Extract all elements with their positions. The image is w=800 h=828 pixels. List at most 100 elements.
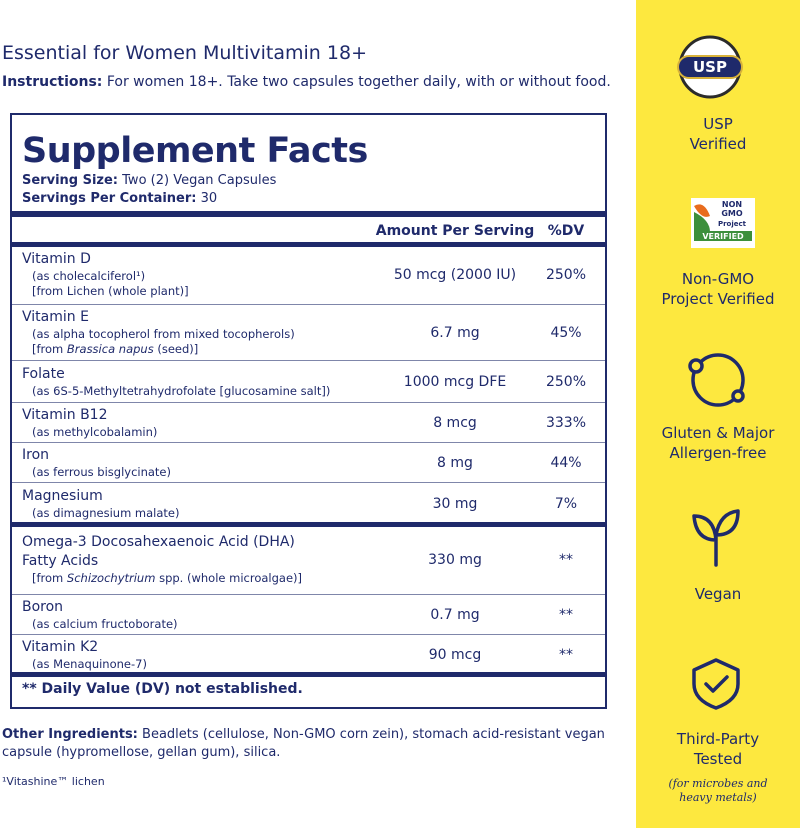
rule: [12, 672, 605, 677]
tested-icon: [692, 658, 740, 710]
fact-row: Vitamin B12 (as methylcobalamin) 8 mcg 333%: [12, 404, 605, 441]
facts-panel: Supplement Facts Serving Size: Two (2) V…: [10, 113, 607, 709]
other-text: Beadlets (cellulose, Non-GMO corn zein),…: [2, 727, 605, 760]
daily-value: **: [559, 551, 573, 568]
amount: 90 mcg: [428, 646, 482, 663]
badge-label: Verified: [689, 135, 747, 153]
nutrient-note: [from Brassica napus (seed)]: [22, 342, 295, 357]
allergen-icon: [688, 358, 704, 374]
fact-row: Folate (as 6S-5-Methyltetrahydrofolate [g…: [12, 362, 605, 401]
note-text: [from: [32, 571, 67, 585]
instructions: Instructions: For women 18+. Take two ca…: [2, 74, 611, 90]
allergen-icon: [691, 353, 745, 407]
note-text: spp. (whole microalgae)]: [155, 571, 303, 585]
nutrient: Vitamin E (as alpha tocopherol from mixed…: [22, 308, 295, 357]
note-italic: Brassica napus: [66, 342, 154, 356]
rule: [12, 402, 605, 403]
fact-row: Vitamin E (as alpha tocopherol from mixed…: [12, 306, 605, 359]
badge-label: Tested: [693, 750, 743, 768]
vegan-icon: [692, 509, 740, 567]
daily-value: 333%: [545, 414, 587, 431]
nutrient-name: Vitamin E: [22, 309, 89, 325]
amount: 0.7 mg: [430, 606, 480, 623]
nutrient-name: Iron: [22, 446, 50, 463]
nutrient-note: (as dimagnesium malate): [32, 505, 180, 520]
nutrient: Folate (as 6S-5-Methyltetrahydrofolate [g…: [22, 365, 330, 399]
dv-footnote: ** Daily Value (DV) not established.: [22, 681, 303, 697]
fact-row: Magnesium (as dimagnesium malate) 30 mg 7%: [12, 484, 605, 523]
daily-value: **: [559, 646, 573, 663]
fact-row: Iron (as ferrous bisglycinate) 8 mg 44%: [12, 444, 605, 481]
rule: [12, 442, 605, 443]
nutrient: Boron (as calcium fructoborate): [22, 598, 178, 632]
nutrient-name: Vitamin K2: [22, 638, 99, 655]
daily-value: 250%: [545, 373, 587, 390]
rule: [12, 242, 605, 247]
amount: 1000 mcg DFE: [403, 373, 507, 390]
serving-size-label: Serving Size:: [22, 173, 119, 188]
amount: 6.7 mg: [430, 324, 480, 341]
nongmo-text: NON: [722, 200, 742, 209]
nongmo-text: VERIFIED: [702, 232, 744, 241]
badge-label: Third-Party: [676, 730, 760, 748]
nongmo-leaf: [694, 212, 710, 232]
title: Essential for Women Multivitamin 18+: [2, 42, 367, 64]
badge-label: Gluten & Major: [661, 424, 775, 442]
instructions-label: Instructions:: [2, 74, 103, 90]
usp-logo: USP: [693, 58, 727, 76]
fact-row: Boron (as calcium fructoborate) 0.7 mg **: [12, 596, 605, 633]
daily-value: 44%: [550, 454, 582, 471]
nutrient-name: Fatty Acids: [22, 553, 99, 569]
badge-label: Allergen-free: [669, 444, 767, 462]
amount: 50 mcg (2000 IU): [393, 266, 517, 283]
nutrient-note: (as methylcobalamin): [32, 424, 158, 439]
nutrient-name: Vitamin D: [22, 251, 91, 267]
note-text: (seed)]: [153, 342, 199, 356]
rule: [12, 634, 605, 635]
nutrient-note: (as alpha tocopherol from mixed tocopher…: [32, 327, 295, 341]
nutrient: Iron (as ferrous bisglycinate): [22, 446, 171, 480]
nongmo-butterfly: [694, 204, 710, 217]
lichen-footnote: ¹Vitashine™ lichen: [2, 775, 105, 788]
badge-label: Project Verified: [661, 290, 775, 308]
daily-value: **: [559, 606, 573, 623]
nutrient-name: Boron: [22, 598, 64, 615]
nutrient-note: [from Schizochytrium spp. (whole microal…: [22, 571, 302, 586]
nutrient-name: Omega-3 Docosahexaenoic Acid (DHA): [22, 534, 295, 550]
serving-size-value: Two (2) Vegan Capsules: [118, 173, 277, 188]
nutrient-name: Vitamin B12: [22, 406, 108, 423]
nutrient: Vitamin K2 (as Menaquinone-7): [22, 638, 147, 672]
allergen-icon: [731, 389, 745, 403]
fact-row: Vitamin K2 (as Menaquinone-7) 90 mcg **: [12, 636, 605, 673]
nongmo-bar: [694, 231, 752, 241]
nutrient-note: (as calcium fructoborate): [32, 616, 178, 631]
nutrient: Vitamin B12 (as methylcobalamin): [22, 406, 157, 440]
nutrient: Omega-3 Docosahexaenoic Acid (DHA) Fatty …: [22, 533, 302, 586]
nutrient-name: Magnesium: [22, 487, 103, 504]
badge-note: heavy metals): [679, 791, 757, 804]
daily-value: 45%: [550, 324, 582, 341]
rule: [12, 594, 605, 595]
daily-value: 250%: [545, 266, 587, 283]
nongmo-text: GMO: [721, 209, 743, 218]
badge-label: Non-GMO: [681, 270, 755, 288]
usp-band: [677, 55, 743, 79]
servings: Servings Per Container: 30: [22, 191, 217, 206]
col-amount: Amount Per Serving: [375, 223, 535, 239]
nutrient-note: (as ferrous bisglycinate): [32, 464, 171, 479]
amount: 30 mg: [432, 495, 478, 512]
note-italic: Schizochytrium: [66, 571, 156, 585]
fact-row: Vitamin D (as cholecalciferol¹) [from Lich…: [12, 246, 605, 303]
other-ingredients: Other Ingredients: Beadlets (cellulose, …: [2, 726, 622, 762]
other-label: Other Ingredients:: [2, 727, 138, 742]
facts-title: Supplement Facts: [22, 131, 368, 171]
fact-row: Omega-3 Docosahexaenoic Acid (DHA) Fatty …: [12, 526, 605, 593]
badge-note: (for microbes and: [668, 777, 768, 790]
col-dv: %DV: [547, 223, 585, 239]
nutrient-note: (as cholecalciferol¹): [32, 269, 146, 283]
nutrient: Vitamin D (as cholecalciferol¹) [from Lich…: [22, 250, 189, 299]
servings-value: 30: [196, 191, 218, 206]
rule: [12, 482, 605, 483]
nongmo-text: Project: [718, 220, 747, 228]
